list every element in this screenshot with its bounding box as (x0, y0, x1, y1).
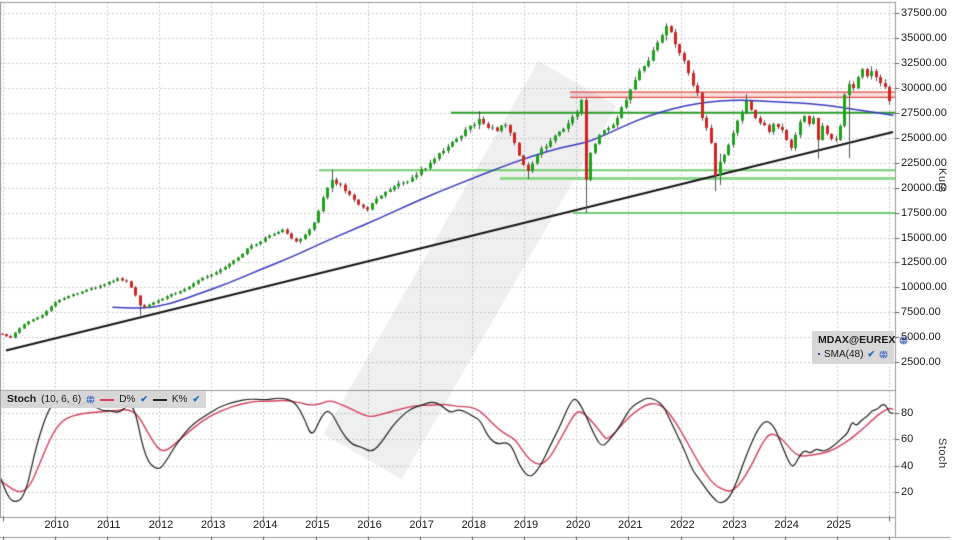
year-tick-label: 2024 (774, 519, 799, 531)
price-axis-title: Kurs (936, 168, 948, 193)
year-tick-label: 2021 (617, 519, 643, 531)
symbol-label: MDAX@EUREX (818, 333, 896, 346)
stoch-tick-label: 60 (901, 433, 914, 446)
year-tick-label: 2022 (670, 519, 695, 531)
year-tick-label: 2012 (148, 519, 174, 531)
year-tick-label: 2018 (461, 519, 487, 531)
stoch-params: (10, 6, 6) (41, 394, 82, 405)
year-tick-label: 2019 (513, 519, 539, 531)
year-tick-label: 2023 (722, 519, 747, 531)
stoch-axis-title: Stoch (936, 438, 948, 469)
stoch-tick-label: 20 (901, 485, 914, 498)
main-chart-legend: MDAX@EUREX SMA(48) ✔ (812, 331, 908, 364)
price-tick-label: 5000.00 (901, 331, 941, 344)
price-tick-label: 25000.00 (901, 131, 947, 144)
d-checkbox[interactable]: ✔ (140, 394, 148, 404)
sma-line-swatch (818, 353, 820, 355)
year-tick-label: 2011 (97, 519, 121, 531)
price-tick-label: 22500.00 (901, 156, 947, 169)
d-label: D% (119, 394, 136, 405)
price-tick-label: 7500.00 (901, 306, 941, 319)
stoch-legend: Stoch (10, 6, 6) D% ✔ K% ✔ (1, 391, 206, 408)
sma-checkbox[interactable]: ✔ (867, 348, 875, 359)
sma-label: SMA(48) (824, 348, 864, 360)
year-tick-label: 2025 (826, 519, 852, 531)
year-tick-label: 2017 (409, 519, 434, 531)
k-checkbox[interactable]: ✔ (192, 394, 200, 404)
year-tick-label: 2016 (357, 519, 382, 531)
price-tick-label: 20000.00 (901, 181, 947, 194)
stoch-tick-label: 80 (901, 407, 914, 420)
year-tick-label: 2010 (44, 519, 69, 531)
year-tick-label: 2020 (565, 519, 591, 531)
price-tick-label: 15000.00 (901, 231, 947, 244)
price-tick-label: 2500.00 (901, 356, 941, 369)
stoch-tick-label: 40 (901, 459, 914, 472)
price-tick-label: 32500.00 (901, 57, 947, 70)
price-tick-label: 37500.00 (901, 7, 947, 20)
globe-icon[interactable] (899, 335, 908, 345)
price-tick-label: 12500.00 (901, 256, 947, 269)
k-line-swatch (152, 398, 167, 401)
year-tick-label: 2015 (305, 519, 330, 531)
price-tick-label: 17500.00 (901, 206, 947, 219)
price-tick-label: 10000.00 (901, 281, 947, 294)
price-tick-label: 35000.00 (901, 32, 947, 45)
year-tick-label: 2013 (200, 519, 226, 531)
year-tick-label: 2014 (253, 519, 278, 531)
k-label: K% (171, 394, 188, 405)
price-tick-label: 30000.00 (901, 82, 947, 95)
price-tick-label: 27500.00 (901, 106, 947, 119)
globe-icon[interactable] (879, 349, 888, 359)
stoch-indicator-label: Stoch (7, 393, 37, 405)
globe-icon[interactable] (86, 395, 95, 404)
d-line-swatch (100, 398, 115, 401)
